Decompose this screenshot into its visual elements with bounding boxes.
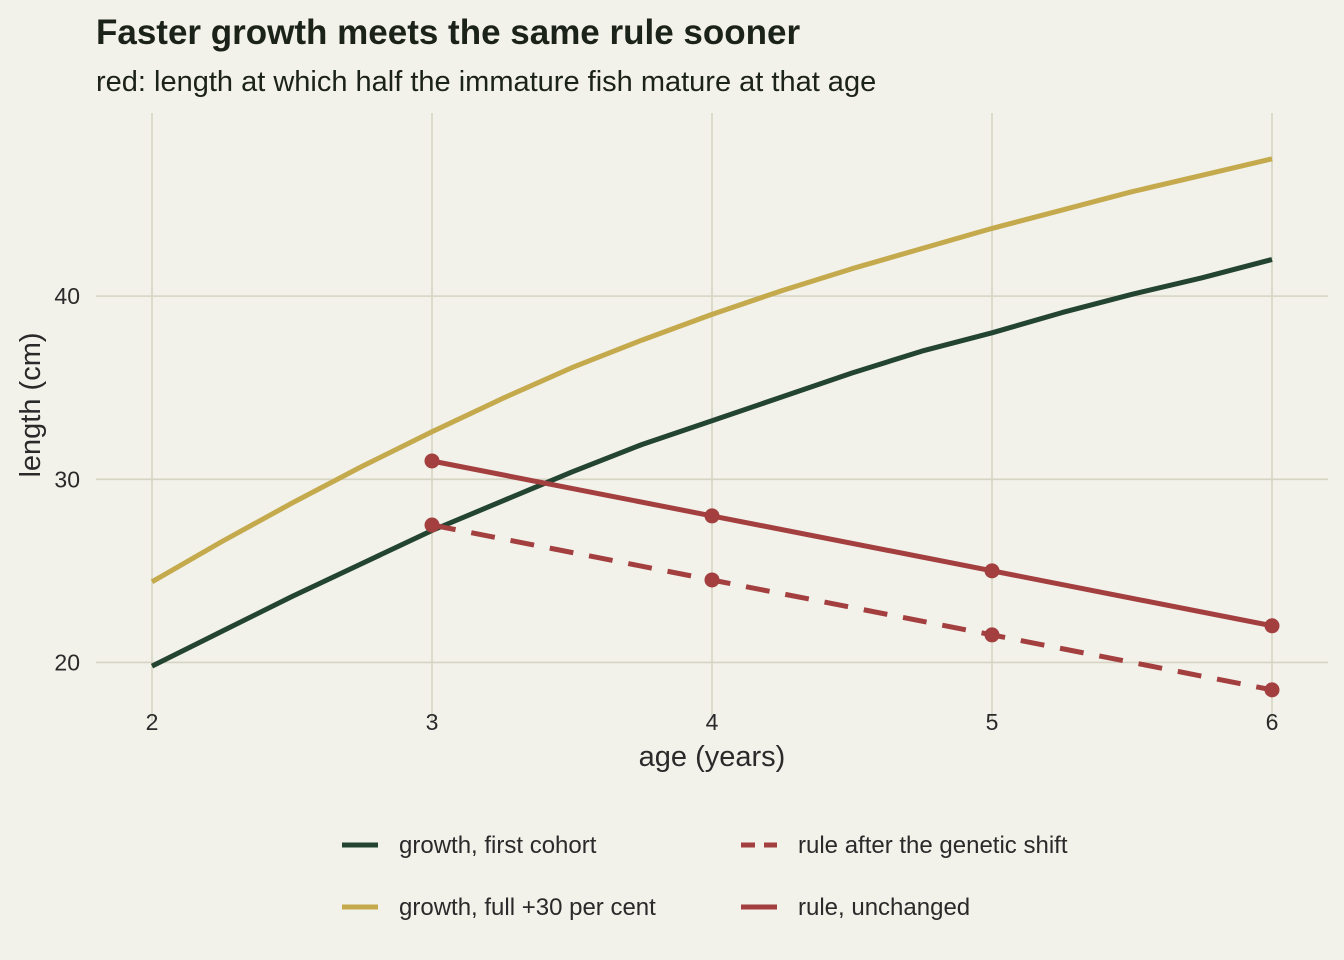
x-tick-label-2: 4 [706, 709, 719, 735]
y-tick-label-0: 20 [54, 649, 80, 675]
series-line-2 [431, 522, 1273, 693]
x-tick-label-0: 2 [146, 709, 159, 735]
y-tick-labels: 20 30 40 [54, 283, 80, 675]
series-line-1 [150, 156, 1273, 584]
series-layer [150, 156, 1280, 698]
series-3-point-3 [1264, 618, 1280, 634]
legend-label-2: rule after the genetic shift [798, 832, 1068, 859]
series-2-point-2 [984, 627, 1000, 643]
chart-title: Faster growth meets the same rule sooner [96, 13, 800, 52]
legend: growth, first cohort growth, full +30 per… [342, 832, 1068, 921]
legend-label-3: rule, unchanged [798, 894, 970, 921]
series-3-point-2 [984, 563, 1000, 579]
series-line-3 [431, 458, 1273, 629]
x-axis-label: age (years) [639, 741, 786, 773]
legend-label-1: growth, full +30 per cent [399, 894, 656, 921]
x-tick-label-4: 6 [1266, 709, 1279, 735]
series-2-point-1 [704, 572, 720, 588]
x-tick-label-1: 3 [426, 709, 439, 735]
series-3-point-1 [704, 508, 720, 524]
y-axis-label: length (cm) [15, 332, 47, 477]
series-3-point-0 [424, 453, 440, 469]
series-2-point-3 [1264, 682, 1280, 698]
x-tick-labels: 2 3 4 5 6 [146, 709, 1279, 735]
x-tick-label-3: 5 [986, 709, 999, 735]
legend-label-0: growth, first cohort [399, 832, 597, 859]
grid [96, 113, 1328, 721]
y-tick-label-1: 30 [54, 466, 80, 492]
chart-subtitle: red: length at which half the immature f… [96, 66, 876, 98]
series-line-0 [150, 257, 1273, 669]
y-tick-label-2: 40 [54, 283, 80, 309]
series-2-point-0 [424, 517, 440, 533]
